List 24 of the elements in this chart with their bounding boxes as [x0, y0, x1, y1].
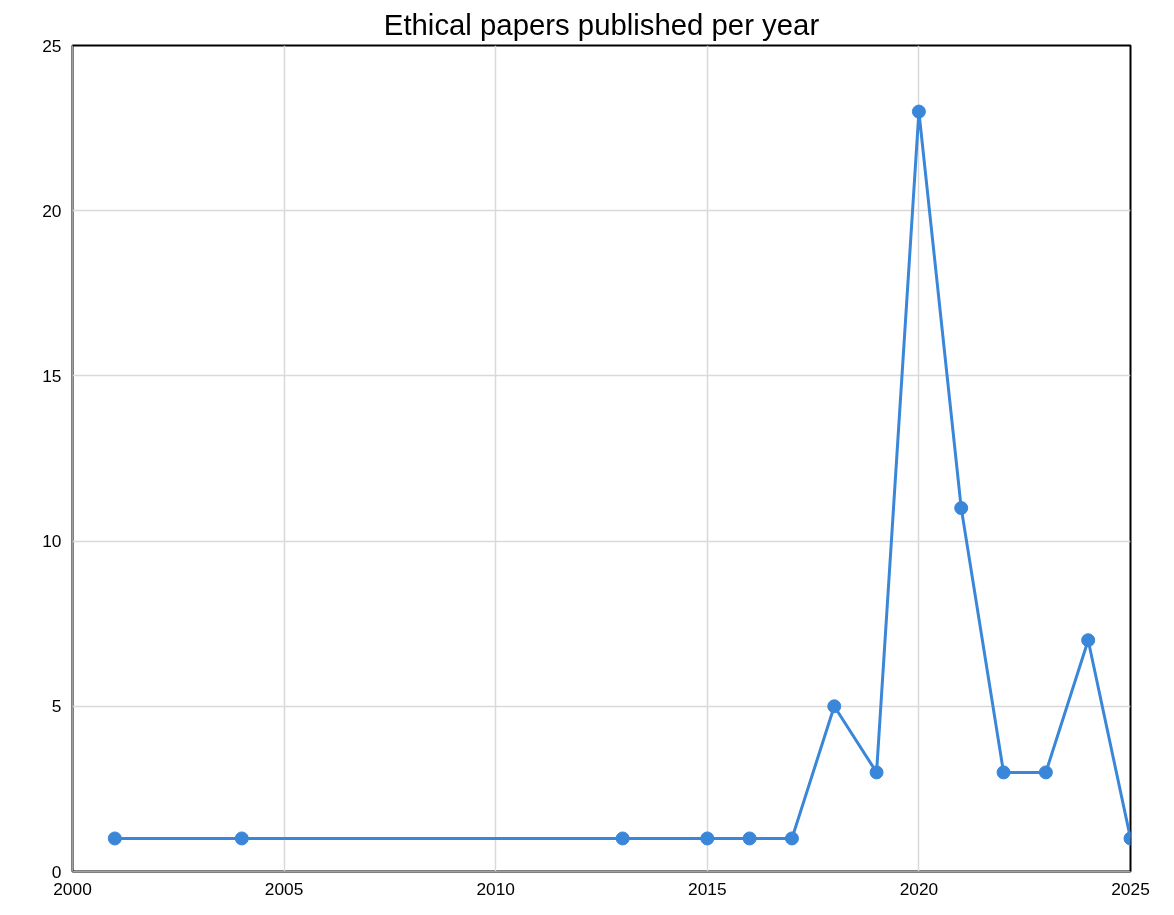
point — [1081, 633, 1096, 648]
x-tick-label: 2025 — [1111, 878, 1150, 899]
y-tick-label: 10 — [42, 531, 62, 552]
point — [615, 831, 630, 846]
point — [742, 831, 757, 846]
x-tick-label: 2005 — [264, 878, 304, 899]
y-tick-label: 20 — [42, 200, 62, 221]
point — [996, 765, 1011, 780]
point — [954, 501, 969, 516]
y-tick-label: 15 — [42, 365, 62, 386]
y-tick-label: 25 — [42, 35, 62, 56]
chart-title: Ethical papers published per year — [383, 7, 820, 41]
point — [827, 699, 842, 714]
x-tick-label: 2010 — [476, 878, 515, 899]
point — [1038, 765, 1053, 780]
point — [700, 831, 715, 846]
point — [784, 831, 799, 846]
point — [911, 104, 926, 119]
point — [869, 765, 884, 780]
point — [107, 831, 122, 846]
y-tick-label: 5 — [51, 696, 62, 717]
x-tick-label: 2020 — [899, 878, 939, 899]
point — [234, 831, 249, 846]
x-tick-label: 2015 — [688, 878, 727, 899]
